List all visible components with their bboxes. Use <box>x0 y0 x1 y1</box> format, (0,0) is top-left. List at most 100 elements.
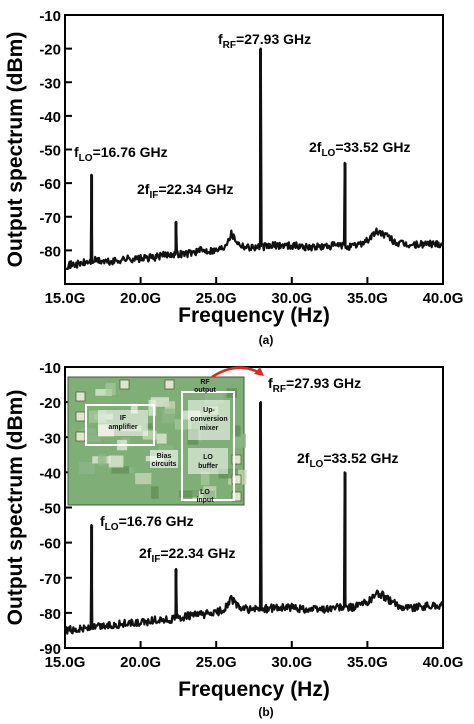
inset-texture <box>146 423 153 429</box>
x-tick-label: 40.0G <box>423 290 464 307</box>
y-tick-label: -70 <box>39 571 61 588</box>
y-tick-label: -30 <box>39 430 61 447</box>
inset-texture <box>158 445 173 455</box>
inset-label: buffer <box>198 463 218 470</box>
bond-pad <box>75 431 86 442</box>
inset-label: output <box>194 387 216 394</box>
x-tick-label: 20.0G <box>120 654 161 671</box>
inset-texture <box>97 454 107 466</box>
inset-texture <box>130 403 138 414</box>
inset-texture <box>148 399 157 416</box>
inset-texture <box>162 408 175 424</box>
if-amp-box <box>85 404 155 446</box>
x-tick-label: 30.0G <box>271 654 312 671</box>
x-tick-label: 15.0G <box>45 654 86 671</box>
inset-label: amplifier <box>108 424 137 431</box>
y-tick-label: -60 <box>39 536 61 553</box>
x-tick-label: 25.0G <box>196 290 237 307</box>
peak-label: fRF=27.93 GHz <box>218 31 311 51</box>
bond-pad <box>231 491 242 502</box>
inset-texture <box>105 383 116 396</box>
inset-label: IF <box>120 415 127 422</box>
y-tick-label: -20 <box>39 42 61 59</box>
y-tick-label: -10 <box>39 8 61 25</box>
inset-texture <box>192 490 209 500</box>
bond-pad <box>119 379 130 390</box>
y-tick-label: -50 <box>39 501 61 518</box>
inset-texture <box>135 473 152 485</box>
y-tick-label: -30 <box>39 75 61 92</box>
inset-label: Up- <box>203 407 215 414</box>
inset-texture <box>203 490 215 499</box>
y-tick-label: -50 <box>39 143 61 160</box>
inset-texture <box>218 468 239 479</box>
y-tick-label: -60 <box>39 176 61 193</box>
y-axis-label: Output spectrum (dBm) <box>4 32 27 268</box>
inset-texture <box>200 471 210 486</box>
inset-label: mixer <box>200 425 219 432</box>
bond-pad <box>164 379 175 390</box>
y-tick-label: -70 <box>39 210 61 227</box>
mixer-lo-box <box>181 391 235 501</box>
x-tick-label: 35.0G <box>347 654 388 671</box>
red-arrow-head <box>254 367 264 376</box>
peak-label: fRF=27.93 GHz <box>268 375 361 395</box>
inset-label: LO <box>203 454 213 461</box>
bond-pad <box>231 474 242 485</box>
panel-label: (a) <box>259 333 274 347</box>
inset-texture <box>80 428 96 435</box>
inset-texture <box>150 486 159 499</box>
inset-label: circuits <box>152 461 177 468</box>
peak-label: 2fIF=22.34 GHz <box>137 181 233 201</box>
y-tick-label: -10 <box>39 360 61 377</box>
x-tick-label: 40.0G <box>423 654 464 671</box>
inset-texture <box>233 425 241 437</box>
inset-texture <box>232 433 247 448</box>
chart-panel-a: -80 -70 -60 -50 -40 -30 -20 -10 15.0G 20.0G 25.0G 3… <box>4 8 463 347</box>
y-tick-label: -80 <box>39 606 61 623</box>
inset-texture <box>78 461 95 475</box>
bond-pad <box>231 454 242 465</box>
mixer-label-bg <box>188 400 230 440</box>
if-label-bg <box>98 410 148 436</box>
chip-micrograph-inset: IF amplifier Up-conversion mixer LO buffer Bia… <box>67 376 247 506</box>
y-tick-label: -40 <box>39 109 61 126</box>
inset-texture <box>179 490 199 498</box>
inset-texture <box>174 419 192 430</box>
inset-texture <box>164 401 176 414</box>
peak-label: 2fIF=22.34 GHz <box>139 545 235 565</box>
inset-texture <box>111 466 130 474</box>
inset-texture <box>156 433 167 444</box>
x-tick-label: 25.0G <box>196 654 237 671</box>
inset-texture <box>95 389 112 396</box>
inset-texture <box>86 434 101 442</box>
peak-label: 2fLO=33.52 GHz <box>297 450 398 470</box>
x-axis-label: Frequency (Hz) <box>178 304 330 327</box>
bond-pad <box>75 391 86 402</box>
x-axis-label: Frequency (Hz) <box>178 678 330 701</box>
x-tick-label: 30.0G <box>271 290 312 307</box>
inset-label: input <box>196 497 214 504</box>
inset-texture <box>142 430 157 440</box>
peak-label: fLO=16.76 GHz <box>100 513 194 533</box>
inset-texture <box>150 397 169 407</box>
peak-label: 2fLO=33.52 GHz <box>309 139 410 159</box>
spectrum-trace <box>64 47 445 270</box>
inset-label: conversion <box>190 416 227 423</box>
inset-label: LO <box>200 489 210 496</box>
peak-label: fLO=16.76 GHz <box>74 144 168 164</box>
spectrum-trace <box>63 401 444 635</box>
panel-label: (b) <box>258 705 273 719</box>
y-axis-label: Output spectrum (dBm) <box>4 390 27 626</box>
x-tick-label: 35.0G <box>347 290 388 307</box>
inset-label: RF <box>200 379 210 386</box>
y-tick-label: -90 <box>39 641 61 658</box>
y-tick-label: -80 <box>39 243 61 260</box>
x-tick-label: 15.0G <box>45 290 86 307</box>
bond-pad <box>75 411 86 422</box>
inset-label: Bias <box>157 453 172 460</box>
bias-label-bg <box>150 450 178 468</box>
red-arrow <box>211 366 263 379</box>
inset-texture <box>204 392 224 404</box>
